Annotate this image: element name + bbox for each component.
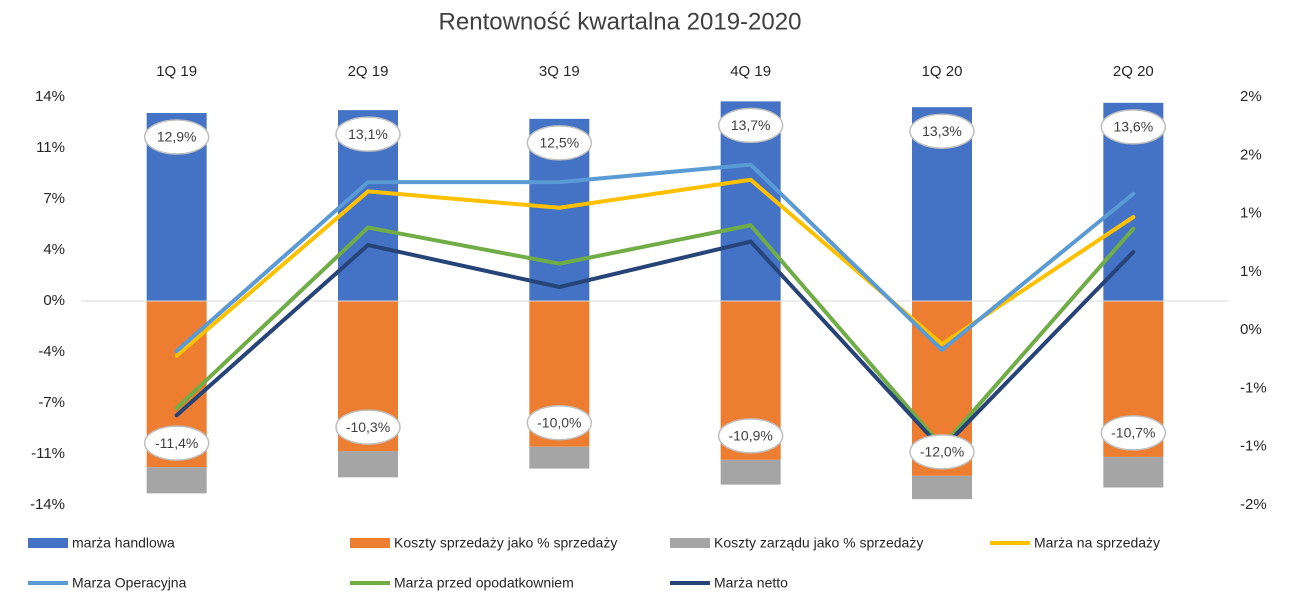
legend-label: Koszty zarządu jako % sprzedaży (714, 535, 923, 551)
legend-swatch (28, 538, 68, 548)
legend-swatch (670, 538, 710, 548)
data-label: -10,3% (346, 419, 390, 435)
y-tick-label: -7% (38, 394, 65, 411)
data-label: 13,7% (731, 117, 771, 133)
x-tick-label: 2Q 19 (348, 63, 389, 80)
data-label-bubble (526, 404, 593, 441)
data-label-bubble (717, 107, 784, 144)
line (174, 177, 1136, 358)
data-label: 12,9% (157, 129, 197, 145)
data-label-bubble (1100, 109, 1167, 145)
data-label: 13,3% (922, 123, 962, 139)
y2-tick-label: -1% (1240, 379, 1267, 396)
y2-tick-label: 2% (1240, 146, 1262, 163)
y2-tick-label: 2% (1240, 88, 1262, 105)
data-label: -10,0% (537, 414, 581, 430)
y-tick-label: 14% (35, 88, 65, 105)
x-tick-label: 2Q 20 (1113, 63, 1154, 80)
y-tick-label: -4% (38, 343, 65, 360)
y-tick-label: 11% (36, 139, 65, 156)
legend-label: Marża netto (714, 575, 788, 591)
line (174, 223, 1136, 449)
data-label: 13,6% (1113, 119, 1153, 135)
legend-swatch (350, 538, 390, 548)
y-tick-label: -14% (30, 496, 65, 513)
legend: marża handlowa Koszty sprzedaży jako % sp… (28, 535, 1160, 591)
data-label: -11,4% (155, 435, 198, 451)
y2-tick-label: -2% (1240, 496, 1267, 513)
y-tick-label: -11% (31, 445, 65, 462)
x-tick-label: 1Q 20 (922, 63, 963, 80)
legend-label: Marża przed opodatkowniem (394, 575, 574, 591)
legend-label: Marza Operacyjna (72, 575, 187, 591)
data-label: 12,5% (539, 135, 579, 151)
data-label: -12,0% (920, 444, 964, 460)
data-label: -10,7% (1111, 425, 1155, 441)
x-tick-label: 1Q 19 (156, 63, 197, 80)
y2-tick-label: 1% (1240, 263, 1262, 280)
y2-tick-label: 0% (1240, 321, 1262, 338)
data-label-bubble (717, 418, 784, 454)
data-label-bubble (909, 113, 975, 149)
legend-label: Marża na sprzedaży (1034, 535, 1160, 551)
line (174, 239, 1136, 452)
data-label-bubble (143, 119, 210, 155)
bar (146, 467, 207, 494)
chart-title: Rentowność kwartalna 2019-2020 (439, 8, 802, 35)
data-label: 13,1% (348, 126, 388, 142)
data-label-bubble (526, 125, 593, 161)
bar (1103, 456, 1164, 488)
data-label-bubble (143, 425, 210, 461)
bar (720, 459, 781, 485)
y-tick-label: 7% (43, 190, 65, 207)
bar (338, 451, 398, 478)
bar (912, 475, 972, 500)
x-tick-label: 3Q 19 (539, 63, 580, 80)
y-tick-label: 0% (43, 292, 65, 309)
bar (529, 446, 590, 469)
line (174, 162, 1136, 354)
y2-tick-label: -1% (1240, 438, 1267, 455)
legend-label: Koszty sprzedaży jako % sprzedaży (394, 535, 617, 551)
legend-label: marża handlowa (72, 535, 175, 551)
y2-tick-label: 1% (1240, 205, 1262, 222)
data-label-bubble (335, 409, 401, 445)
x-tick-label: 4Q 19 (730, 63, 771, 80)
data-label-bubble (909, 434, 975, 470)
data-label-bubble (335, 116, 401, 152)
data-label: -10,9% (728, 428, 772, 444)
y-tick-label: 4% (43, 241, 65, 258)
data-label-bubble (1100, 415, 1167, 451)
